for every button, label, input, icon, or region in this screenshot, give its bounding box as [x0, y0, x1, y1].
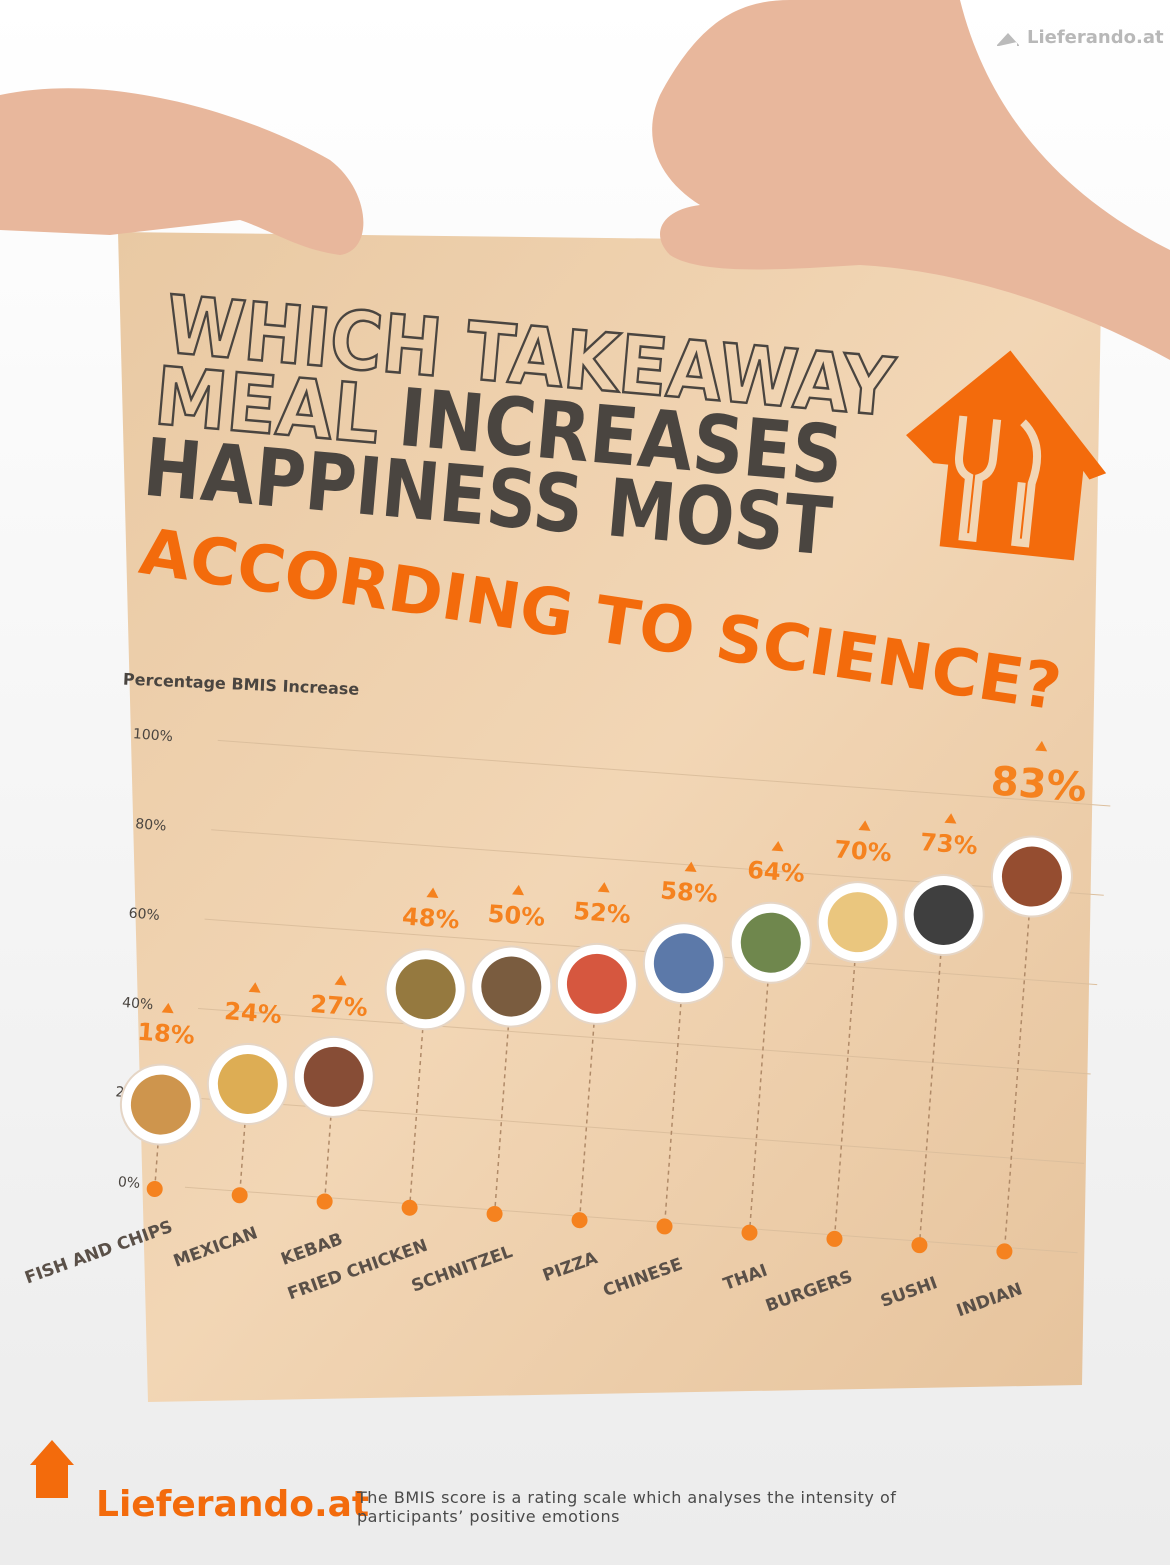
- food-image: [217, 1054, 278, 1115]
- base-dot: [656, 1218, 673, 1235]
- base-dot: [146, 1180, 163, 1197]
- grid-line: [198, 1007, 1091, 1075]
- logo-house: [906, 350, 1107, 561]
- stem: [154, 1144, 159, 1186]
- base-dot: [401, 1199, 418, 1216]
- value-label: 83%: [989, 758, 1088, 811]
- grid-line: [184, 1186, 1078, 1254]
- y-tick-label: 100%: [132, 726, 173, 745]
- food-image: [1001, 846, 1062, 907]
- arrow: [858, 820, 871, 831]
- logo-cutlery: [954, 415, 1041, 548]
- food-image: [303, 1046, 364, 1107]
- value-label: 27%: [309, 990, 368, 1022]
- arrow: [1035, 740, 1048, 752]
- stem: [834, 961, 856, 1235]
- base-dot: [996, 1243, 1013, 1260]
- food-image: [566, 953, 627, 1014]
- value-label: 70%: [833, 835, 892, 867]
- value-label: 24%: [223, 997, 282, 1029]
- value-label: 50%: [487, 900, 546, 932]
- arrow: [248, 982, 261, 993]
- brand-icon: [30, 1440, 74, 1498]
- arrow: [684, 861, 697, 872]
- food-image: [827, 892, 888, 953]
- stem: [409, 1029, 424, 1204]
- food-image: [653, 933, 714, 994]
- brand-small: Lieferando.at: [1027, 27, 1164, 48]
- food-image: [481, 956, 542, 1017]
- brand-icon-small: [997, 33, 1019, 46]
- base-dot: [486, 1205, 503, 1222]
- value-label: 52%: [572, 897, 631, 929]
- arrow: [597, 882, 610, 893]
- arrow: [512, 884, 525, 896]
- arrow: [771, 841, 784, 852]
- y-tick-label: 60%: [128, 906, 160, 924]
- value-label: 48%: [401, 902, 460, 934]
- base-dot: [231, 1187, 248, 1204]
- base-dot: [316, 1193, 333, 1210]
- paper-bag: [118, 232, 1102, 1402]
- brand: Lieferando.at: [96, 1484, 369, 1525]
- right-hand: [652, 0, 1170, 360]
- stem: [494, 1026, 510, 1211]
- value-label: 73%: [919, 828, 978, 860]
- base-dot: [741, 1224, 758, 1241]
- y-tick-label: 40%: [122, 995, 154, 1013]
- y-tick-label: 0%: [117, 1174, 140, 1192]
- arrow: [944, 813, 957, 824]
- stem: [749, 982, 769, 1229]
- food-image: [913, 884, 974, 945]
- base-dot: [911, 1237, 928, 1254]
- footnote: The BMIS score is a rating scale which a…: [357, 1488, 897, 1526]
- title-part: MEAL: [151, 349, 383, 461]
- stem: [579, 1023, 595, 1217]
- base-dot: [571, 1212, 588, 1229]
- value-label: 58%: [659, 876, 718, 908]
- left-hand: [0, 88, 364, 256]
- arrow: [426, 887, 439, 898]
- food-image: [395, 959, 456, 1020]
- stem: [324, 1116, 332, 1198]
- arrow: [334, 975, 347, 986]
- value-label: 64%: [746, 856, 805, 888]
- arrow: [161, 1002, 174, 1014]
- food-image: [740, 912, 801, 973]
- food-image: [130, 1074, 191, 1135]
- base-dot: [826, 1230, 843, 1247]
- value-label: 18%: [136, 1018, 195, 1050]
- grid-line: [217, 739, 1111, 807]
- stem: [239, 1123, 246, 1192]
- y-tick-label: 80%: [135, 816, 167, 834]
